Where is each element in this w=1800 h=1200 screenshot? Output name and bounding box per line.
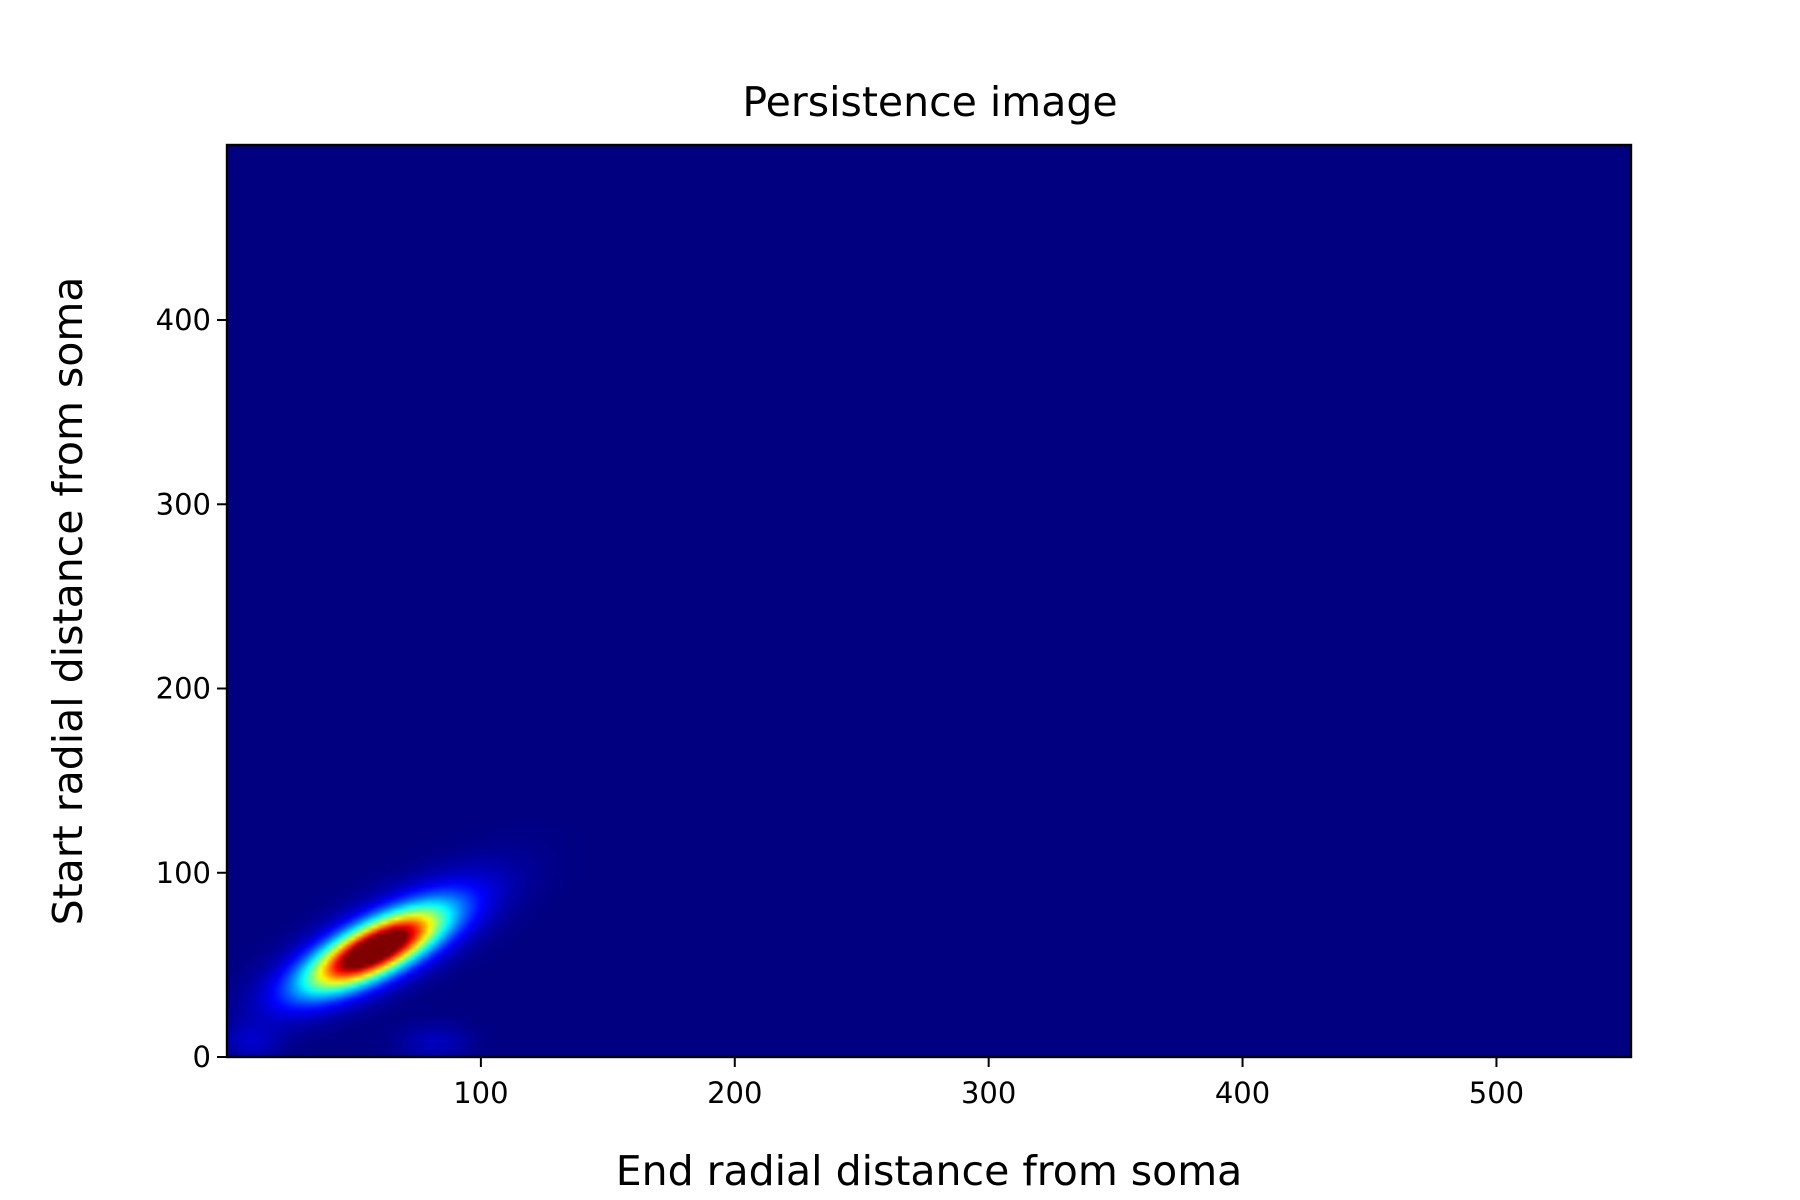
heatmap-image [227, 145, 1631, 1057]
x-axis-label: End radial distance from soma [616, 1147, 1243, 1195]
y-axis-ticks: 0 100 200 300 400 [156, 303, 227, 1074]
x-tick-label: 500 [1469, 1076, 1524, 1110]
y-tick-label: 200 [156, 672, 211, 706]
plot-frame [225, 143, 1633, 1059]
plot-area [225, 143, 1633, 1059]
y-axis-label: Start radial distance from soma [44, 277, 92, 926]
x-tick-label: 100 [453, 1076, 508, 1110]
chart-title: Persistence image [742, 78, 1117, 126]
x-tick-label: 400 [1215, 1076, 1270, 1110]
x-tick-label: 200 [707, 1076, 762, 1110]
y-tick-label: 300 [156, 487, 211, 521]
x-tick-label: 300 [961, 1076, 1016, 1110]
y-tick-label: 100 [156, 856, 211, 890]
y-tick-label: 400 [156, 303, 211, 337]
y-tick-label: 0 [193, 1040, 211, 1074]
x-axis-ticks: 100 200 300 400 500 [453, 1057, 1524, 1110]
